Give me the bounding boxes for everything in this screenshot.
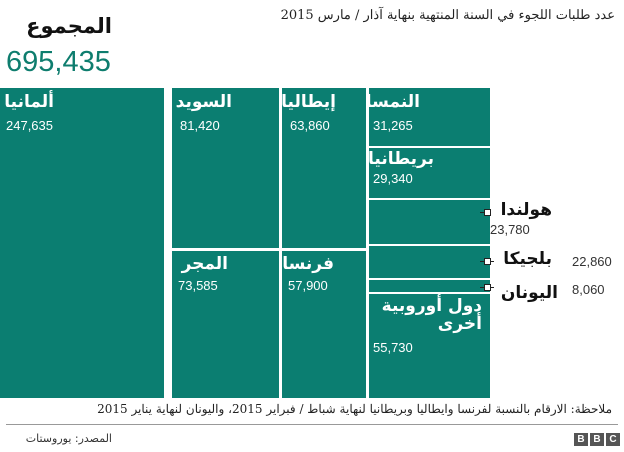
footer-divider bbox=[6, 424, 618, 425]
cell-name-austria: النمسا bbox=[365, 92, 420, 112]
ext-value-belgium: 22,860 bbox=[572, 254, 612, 269]
footnote: ملاحظة: الارقام بالنسبة لفرنسا وايطاليا … bbox=[97, 402, 612, 416]
treemap-divider bbox=[279, 88, 282, 398]
cell-value-other: 55,730 bbox=[373, 340, 413, 355]
ext-name-greece: اليونان bbox=[500, 283, 558, 303]
treemap-divider bbox=[164, 88, 172, 398]
cell-name-germany: ألمانيا bbox=[4, 92, 54, 112]
cell-value-austria: 31,265 bbox=[373, 118, 413, 133]
cell-value-italy: 63,860 bbox=[290, 118, 330, 133]
leader-marker-greece bbox=[484, 284, 491, 291]
leader-marker-netherlands bbox=[484, 209, 491, 216]
cell-value-uk: 29,340 bbox=[373, 171, 413, 186]
treemap: ألمانيا 247,635 السويد 81,420 إيطاليا 63… bbox=[0, 88, 490, 398]
treemap-divider bbox=[369, 146, 490, 148]
cell-value-sweden: 81,420 bbox=[180, 118, 220, 133]
ext-value-netherlands: 23,780 bbox=[490, 222, 530, 237]
cell-value-hungary: 73,585 bbox=[178, 278, 218, 293]
cell-name-sweden: السويد bbox=[175, 92, 232, 112]
leader-marker-belgium bbox=[484, 258, 491, 265]
treemap-divider bbox=[366, 88, 369, 398]
cell-name-uk: بريطانيا bbox=[368, 149, 434, 169]
total-label: المجموع bbox=[26, 14, 112, 38]
ext-value-greece: 8,060 bbox=[572, 282, 605, 297]
cell-name-italy: إيطاليا bbox=[281, 92, 336, 112]
treemap-divider bbox=[369, 198, 490, 200]
cell-name-france: فرنسا bbox=[282, 254, 334, 274]
treemap-divider bbox=[369, 292, 490, 294]
cell-value-france: 57,900 bbox=[288, 278, 328, 293]
treemap-divider bbox=[369, 244, 490, 246]
cell-name-other: دول أوروبية أخرى bbox=[381, 296, 482, 334]
chart-title: عدد طلبات اللجوء في السنة المنتهية بنهاي… bbox=[280, 8, 615, 23]
ext-name-netherlands: هولندا bbox=[500, 200, 552, 220]
logo-block: B bbox=[590, 433, 604, 446]
logo-block: B bbox=[574, 433, 588, 446]
treemap-divider bbox=[369, 278, 490, 280]
cell-name-hungary: المجر bbox=[181, 254, 228, 274]
total-value: 695,435 bbox=[6, 46, 111, 78]
treemap-divider bbox=[172, 248, 366, 251]
ext-name-belgium: بلجيكا bbox=[503, 249, 552, 269]
bbc-logo: B B C bbox=[574, 433, 620, 446]
source-label: المصدر: يوروستات bbox=[25, 432, 112, 445]
logo-block: C bbox=[606, 433, 620, 446]
cell-value-germany: 247,635 bbox=[6, 118, 53, 133]
